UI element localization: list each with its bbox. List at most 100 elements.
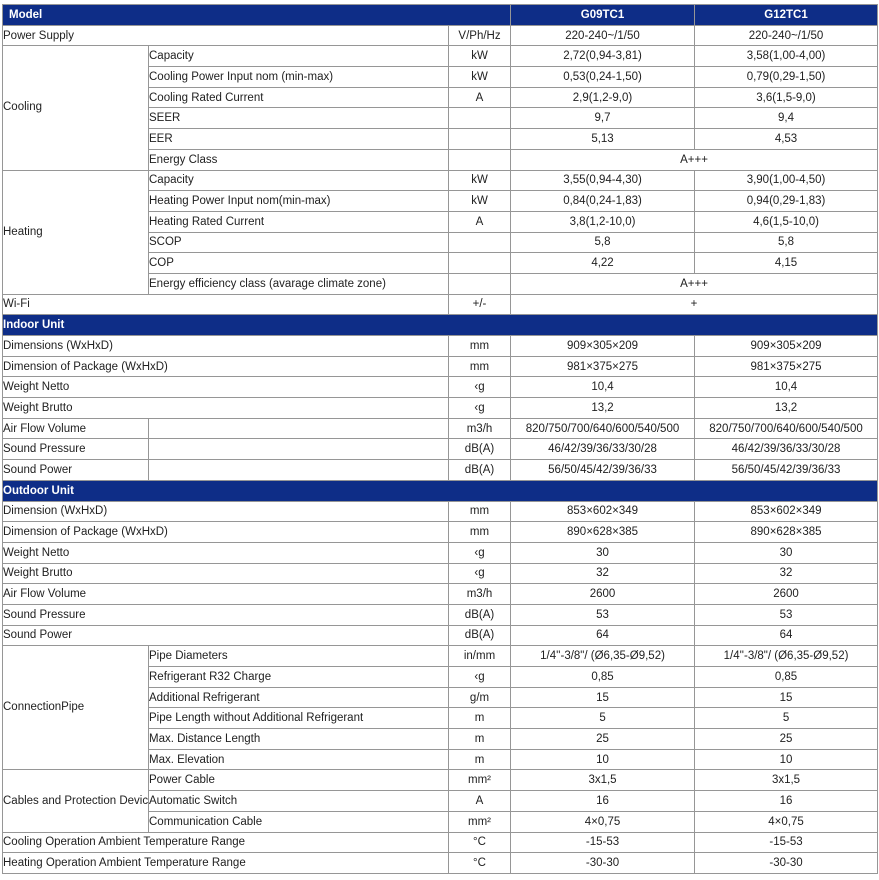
value-cell: 853×602×349 [694, 500, 879, 523]
value-cell: 2,9(1,2-9,0) [510, 86, 696, 109]
value-cell: 4,53 [694, 128, 879, 150]
unit-cell: m3/h [447, 417, 512, 440]
value-cell: 64 [694, 624, 879, 647]
unit-cell: dB(A) [447, 624, 512, 647]
value-cell: 5,8 [510, 231, 696, 254]
spec-table-body: Model G09TC1 G12TC1 Power Supply V/Ph/Hz 220-… [1, 4, 879, 874]
empty-cell [148, 417, 449, 440]
value-cell: 30 [694, 541, 879, 564]
table-row: Weight Netto ‹g 30 30 [2, 541, 879, 564]
value-cell: 4×0,75 [510, 810, 696, 833]
unit-cell: kW [447, 169, 512, 192]
unit-cell: ‹g [447, 666, 512, 688]
unit-cell: °C [447, 852, 512, 874]
unit-cell: ‹g [447, 397, 512, 419]
value-cell: 890×628×385 [510, 521, 696, 543]
row-label: Energy Class [148, 148, 449, 171]
unit-cell: m [447, 707, 512, 730]
unit-cell: m [447, 728, 512, 750]
table-row: Weight Brutto ‹g 13,2 13,2 [2, 397, 879, 419]
table-row: Cables and Protection Devices Power Cable… [2, 769, 879, 833]
value-cell: 220-240~/1/50 [694, 24, 879, 47]
row-label: Additional Refrigerant [148, 686, 449, 709]
value-cell: -15-53 [510, 831, 696, 854]
value-cell: 5,13 [510, 128, 696, 150]
table-row: Sound Power dB(A) 56/50/45/42/39/36/33 56/5… [2, 459, 879, 481]
table-row: Max. Elevation m 10 10 [3, 748, 879, 771]
group-label: Cables and Protection Devices [2, 769, 149, 833]
unit-cell: mm² [447, 769, 512, 792]
table-row: Cooling Operation Ambient Temperature Ra… [2, 831, 879, 854]
value-cell: 0,79(0,29-1,50) [694, 66, 879, 88]
row-label: Energy efficiency class (avarage climate… [148, 272, 449, 295]
model-column-header: G09TC1 [510, 4, 696, 26]
value-cell: 64 [510, 624, 696, 647]
value-cell: 0,84(0,24-1,83) [510, 190, 696, 212]
value-cell: 16 [694, 790, 879, 812]
value-cell: 4,15 [694, 252, 879, 274]
value-cell: 2600 [510, 583, 696, 605]
value-cell: 3,8(1,2-10,0) [510, 210, 696, 233]
value-cell: 1/4''-3/8"/ (Ø6,35-Ø9,52) [694, 645, 879, 667]
unit-cell: ‹g [447, 562, 512, 585]
value-cell: 10 [694, 748, 879, 771]
row-label: Weight Brutto [2, 562, 449, 585]
row-label: Weight Brutto [2, 397, 449, 419]
table-row: Weight Brutto ‹g 32 32 [2, 562, 879, 585]
unit-cell: kW [447, 190, 512, 212]
value-cell: 53 [694, 603, 879, 626]
section-header-row: Indoor Unit [1, 314, 879, 336]
section-header-row: Outdoor Unit [1, 479, 879, 502]
value-cell: 9,7 [510, 107, 696, 130]
table-row: Wi-Fi +/- + [2, 293, 879, 316]
row-label: Cooling Power Input nom (min-max) [148, 66, 449, 88]
value-cell: 820/750/700/640/600/540/500 [510, 417, 696, 440]
value-cell: 220-240~/1/50 [510, 24, 696, 47]
table-row: Air Flow Volume m3/h 820/750/700/640/600/5… [2, 417, 879, 440]
value-cell: 13,2 [510, 397, 696, 419]
table-row: Weight Netto ‹g 10,4 10,4 [2, 376, 879, 399]
value-cell: 30 [510, 541, 696, 564]
table-row: Energy Class A+++ [3, 148, 879, 171]
unit-cell: mm [447, 500, 512, 523]
table-row: Max. Distance Length m 25 25 [3, 728, 879, 750]
value-cell: 3,58(1,00-4,00) [694, 45, 879, 68]
row-label: Wi-Fi [2, 293, 449, 316]
row-label: Dimension of Package (WxHxD) [2, 521, 449, 543]
row-label: Air Flow Volume [2, 417, 149, 440]
value-cell: -30-30 [694, 852, 879, 874]
value-cell: 2600 [694, 583, 879, 605]
unit-cell [447, 252, 512, 274]
merged-value-cell: A+++ [510, 272, 879, 295]
value-cell: 3,90(1,00-4,50) [694, 169, 879, 192]
value-cell: 3,6(1,5-9,0) [694, 86, 879, 109]
unit-cell: m [447, 748, 512, 771]
row-label: Pipe Diameters [148, 645, 449, 667]
row-label: SEER [148, 107, 449, 130]
row-label: Capacity [148, 45, 449, 68]
row-label: Max. Distance Length [148, 728, 449, 750]
row-label: Max. Elevation [148, 748, 449, 771]
table-row: Power Supply V/Ph/Hz 220-240~/1/50 220-240~… [2, 24, 879, 47]
row-label: COP [148, 252, 449, 274]
value-cell: 5 [510, 707, 696, 730]
row-label: Capacity [148, 169, 449, 192]
value-cell: 0,94(0,29-1,83) [694, 190, 879, 212]
unit-cell: m3/h [447, 583, 512, 605]
unit-cell: V/Ph/Hz [447, 24, 512, 47]
unit-cell: A [447, 210, 512, 233]
row-label: Power Supply [2, 24, 449, 47]
value-cell: 0,85 [510, 666, 696, 688]
table-row: Refrigerant R32 Charge ‹g 0,85 0,85 [3, 666, 879, 688]
unit-cell [447, 272, 512, 295]
value-cell: 981×375×275 [694, 355, 879, 378]
row-label: Weight Netto [2, 541, 449, 564]
table-row: Sound Pressure dB(A) 53 53 [2, 603, 879, 626]
unit-cell: g/m [447, 686, 512, 709]
value-cell: -15-53 [694, 831, 879, 854]
row-label: Cooling Rated Current [148, 86, 449, 109]
value-cell: 13,2 [694, 397, 879, 419]
empty-cell [148, 459, 449, 481]
value-cell: 10 [510, 748, 696, 771]
value-cell: -30-30 [510, 852, 696, 874]
